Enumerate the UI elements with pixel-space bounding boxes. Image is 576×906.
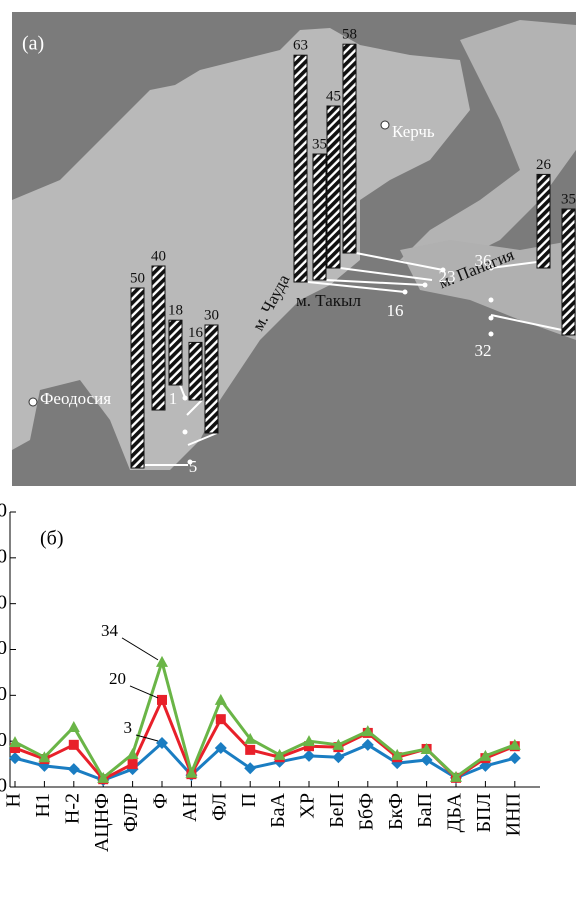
station-dot bbox=[489, 316, 494, 321]
city-dot bbox=[29, 398, 37, 406]
series-line bbox=[15, 662, 515, 778]
marker bbox=[9, 752, 21, 764]
bar-label: 35 bbox=[312, 136, 327, 152]
y-tick-label: 10 bbox=[0, 729, 7, 751]
map-bar bbox=[189, 342, 202, 400]
line-chart: (б) 0102030405060НН1Н-2АЦНФФЛРФАНФЛПБаАХ… bbox=[0, 500, 540, 853]
bar-label: 45 bbox=[326, 88, 341, 104]
x-tick-label: БбФ bbox=[355, 793, 377, 830]
y-tick-label: 40 bbox=[0, 591, 7, 613]
marker bbox=[216, 714, 226, 724]
annotation: 34 bbox=[101, 621, 119, 640]
x-tick-label: ФЛР bbox=[120, 793, 142, 832]
x-tick-label: ХР bbox=[297, 793, 319, 819]
annotation: 20 bbox=[109, 669, 126, 688]
map-bar bbox=[169, 320, 182, 385]
map-bar bbox=[294, 55, 307, 282]
x-tick-label: П bbox=[238, 793, 260, 807]
x-tick-label: Ф bbox=[150, 793, 172, 809]
station-dot bbox=[423, 283, 428, 288]
map-bar bbox=[562, 209, 575, 335]
marker bbox=[68, 721, 80, 732]
marker bbox=[68, 763, 80, 775]
marker bbox=[128, 759, 138, 769]
x-tick-label: ИНП bbox=[502, 793, 524, 836]
x-tick-label: ФЛ bbox=[208, 793, 230, 821]
bar-label: 16 bbox=[188, 325, 204, 341]
map-bar bbox=[152, 266, 165, 410]
x-tick-label: БПЛ bbox=[473, 793, 495, 833]
figure: (a) (б) 0102030405060НН1Н-2АЦНФФЛРФАНФЛП… bbox=[0, 0, 576, 901]
map-bar bbox=[327, 106, 340, 268]
station-dot bbox=[489, 298, 494, 303]
x-tick-label: Н1 bbox=[32, 793, 54, 817]
station-dot bbox=[489, 332, 494, 337]
x-tick-label: БаП bbox=[414, 793, 436, 828]
place-label: м. Такыл bbox=[296, 291, 361, 310]
station-label: 16 bbox=[387, 301, 404, 320]
bar-label: 40 bbox=[151, 248, 166, 264]
page: {"map": {"label": "(a)", "places": ["Кер… bbox=[0, 0, 576, 901]
marker bbox=[69, 740, 79, 750]
x-tick-label: БкФ bbox=[385, 793, 407, 830]
station-label: 36 bbox=[475, 251, 492, 270]
bar-label: 58 bbox=[342, 27, 357, 43]
map-bar bbox=[343, 44, 356, 253]
y-tick-label: 50 bbox=[0, 545, 7, 567]
marker bbox=[157, 695, 167, 705]
station-dot bbox=[183, 396, 188, 401]
station-label: 5 bbox=[189, 457, 198, 476]
bar-label: 26 bbox=[536, 157, 552, 173]
y-tick-label: 20 bbox=[0, 683, 7, 705]
marker bbox=[215, 694, 227, 705]
map-bar bbox=[205, 325, 218, 433]
bar-label: 18 bbox=[168, 303, 183, 319]
map-bar bbox=[537, 174, 550, 268]
city-dot bbox=[381, 121, 389, 129]
x-tick-label: Н-2 bbox=[61, 793, 83, 824]
annotation: 3 bbox=[124, 718, 133, 737]
bar-label: 63 bbox=[293, 38, 308, 54]
map-bar bbox=[131, 288, 144, 468]
x-tick-label: АЦНФ bbox=[91, 793, 113, 852]
map-bar bbox=[313, 154, 326, 280]
marker bbox=[303, 750, 315, 762]
bar-label: 35 bbox=[561, 191, 576, 207]
bar-label: 30 bbox=[204, 307, 219, 323]
x-tick-label: Н bbox=[3, 793, 25, 807]
place-label: Феодосия bbox=[40, 389, 111, 408]
marker bbox=[332, 751, 344, 763]
y-tick-label: 30 bbox=[0, 637, 7, 659]
x-tick-label: БеП bbox=[326, 793, 348, 828]
panel-label: (б) bbox=[40, 528, 64, 550]
station-label: 1 bbox=[169, 389, 178, 408]
x-tick-label: АН bbox=[179, 793, 201, 822]
station-label: 32 bbox=[475, 341, 492, 360]
x-tick-label: ДБА bbox=[444, 792, 466, 832]
station-dot bbox=[183, 430, 188, 435]
marker bbox=[156, 656, 168, 667]
marker bbox=[509, 752, 521, 764]
station-dot bbox=[403, 290, 408, 295]
annotation-arrow bbox=[122, 638, 158, 660]
station-label: 23 bbox=[439, 267, 456, 286]
panel-label: (a) bbox=[22, 33, 44, 55]
bar-label: 50 bbox=[130, 270, 145, 286]
x-tick-label: БаА bbox=[267, 792, 289, 827]
place-label: Керчь bbox=[392, 122, 435, 141]
marker bbox=[245, 745, 255, 755]
y-tick-label: 60 bbox=[0, 500, 7, 522]
